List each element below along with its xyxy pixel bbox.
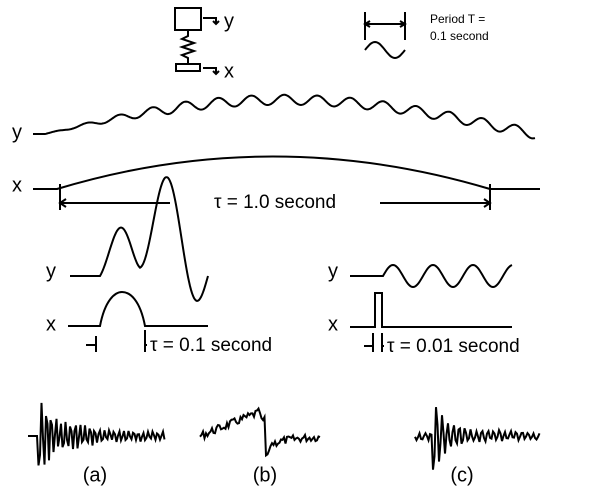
record-trace (28, 402, 166, 466)
dimension (86, 330, 152, 352)
text-background (384, 336, 523, 358)
period-text: Period T = (430, 12, 485, 26)
record-label: (b) (253, 464, 277, 486)
duration-text: τ = 0.1 second (150, 335, 272, 356)
sine-wave (364, 40, 406, 60)
spring (178, 30, 198, 64)
response-curve (350, 263, 513, 289)
label: x (12, 174, 22, 196)
label: x (224, 60, 234, 82)
label: y (224, 10, 234, 32)
label: x (328, 313, 338, 335)
text-background (210, 192, 340, 214)
response-curve (33, 93, 536, 140)
response-curve (70, 176, 209, 302)
label: y (12, 121, 22, 143)
duration-text: τ = 0.01 second (387, 336, 520, 357)
text-background (147, 335, 276, 357)
dimension (58, 184, 492, 210)
duration-text: τ = 1.0 second (214, 192, 336, 213)
pulse-curve (350, 292, 512, 328)
mass-box (174, 7, 202, 31)
record-trace (414, 407, 541, 470)
base (175, 63, 201, 72)
period-text: 0.1 second (430, 29, 489, 43)
dimension (364, 333, 388, 352)
pulse-curve (33, 155, 540, 190)
y-arrow (203, 17, 220, 26)
period-arrow (363, 20, 407, 28)
record-label: (a) (83, 464, 107, 486)
x-arrow (203, 67, 220, 76)
pulse-curve (68, 290, 208, 327)
label: y (46, 260, 56, 282)
label: x (46, 313, 56, 335)
record-trace (199, 406, 321, 458)
label: y (328, 260, 338, 282)
record-label: (c) (450, 464, 473, 486)
